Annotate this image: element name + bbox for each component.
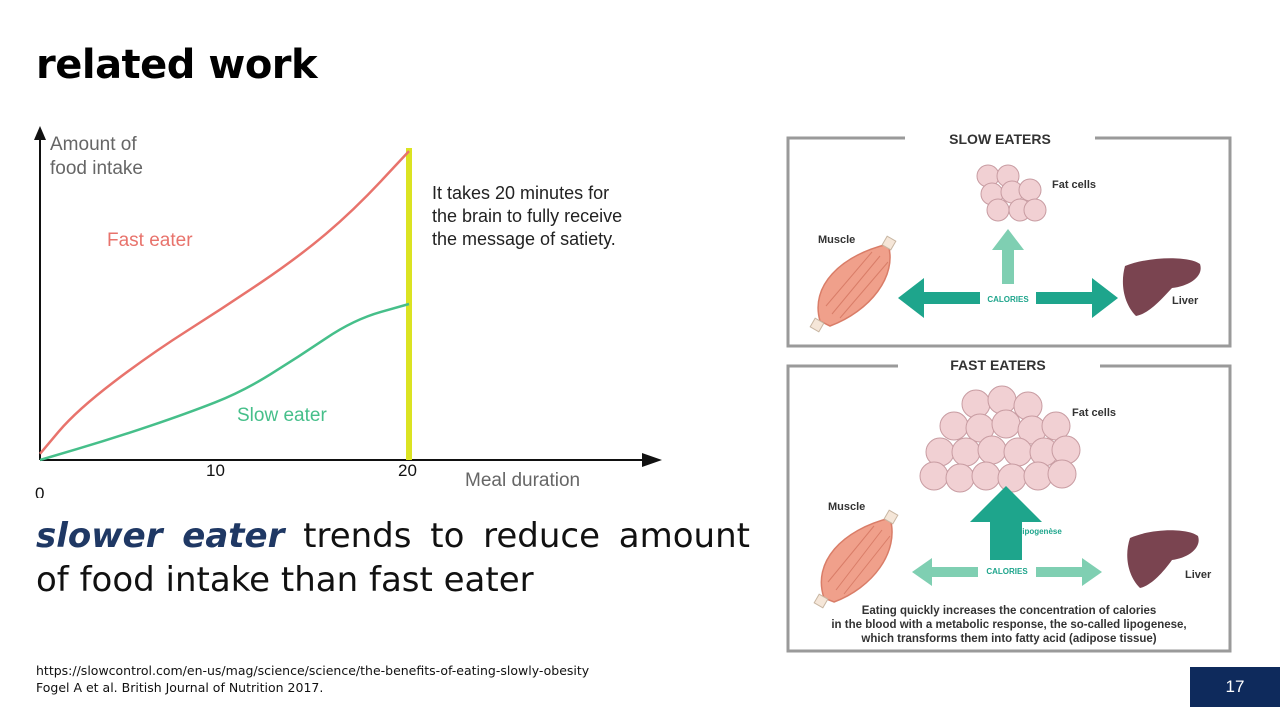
slow-eater-line <box>39 302 410 462</box>
fast-liver-label: Liver <box>1185 569 1212 581</box>
fast-eater-line <box>39 150 410 455</box>
slow-muscle-label: Muscle <box>818 234 855 246</box>
liver-icon <box>1127 530 1199 588</box>
lipogenese-label: lipogenèse <box>1020 527 1062 536</box>
satiety-annotation-line-3: the message of satiety. <box>432 229 616 249</box>
slow-liver-label: Liver <box>1172 295 1199 307</box>
satiety-annotation-line-1: It takes 20 minutes for <box>432 183 609 203</box>
x-axis-arrowhead <box>642 453 662 467</box>
slow-eater-label: Slow eater <box>237 405 327 426</box>
y-axis-label-line-2: food intake <box>50 158 143 179</box>
fast-calories-label: CALORIES <box>986 567 1028 576</box>
fast-eater-label: Fast eater <box>107 230 193 251</box>
origin-label: 0 <box>35 484 44 498</box>
x-tick-label: 20 <box>398 461 417 480</box>
fast-panel-title: FAST EATERS <box>950 357 1045 373</box>
fast-caption-line-1: Eating quickly increases the concentrati… <box>862 605 1157 617</box>
arrow-left-to-muscle-icon <box>912 558 978 586</box>
slow-fat-cells-label: Fat cells <box>1052 179 1096 191</box>
slow-panel-frame <box>786 136 1232 348</box>
reference-url: https://slowcontrol.com/en-us/mag/scienc… <box>36 663 590 678</box>
summary-text: trends to reduce amount of food intake t… <box>36 516 750 600</box>
muscle-icon <box>809 235 897 333</box>
fast-eaters-panel: FAST EATERS Fat cells Muscle Liver lipog… <box>786 357 1232 653</box>
summary-statement: slower eater trends to reduce amount of … <box>36 514 750 602</box>
reference-citation: Fogel A et al. British Journal of Nutrit… <box>36 680 324 695</box>
y-axis-label-line-1: Amount of <box>50 134 137 155</box>
arrow-up-to-fat-cells-icon <box>992 229 1024 284</box>
fast-muscle-label: Muscle <box>828 501 865 513</box>
fast-fat-cells-label: Fat cells <box>1072 407 1116 419</box>
slow-eaters-panel: SLOW EATERS Fat cells Muscle Liver CALOR… <box>786 131 1232 348</box>
arrow-right-to-liver-icon <box>1036 278 1118 318</box>
fast-panel-frame <box>786 364 1232 653</box>
fast-caption-line-3: which transforms them into fatty acid (a… <box>860 633 1156 645</box>
liver-icon <box>1122 258 1201 316</box>
slow-vs-fast-eaters-diagram: SLOW EATERS Fat cells Muscle Liver CALOR… <box>786 131 1232 653</box>
slow-panel-title: SLOW EATERS <box>949 131 1051 147</box>
satiety-annotation-line-2: the brain to fully receive <box>432 206 622 226</box>
fat-cells-large-icon <box>919 385 1081 493</box>
summary-emphasis: slower eater <box>36 516 285 556</box>
fat-cells-small-icon <box>976 164 1047 222</box>
slide-title: related work <box>36 42 318 88</box>
arrow-left-to-muscle-icon <box>898 278 980 318</box>
muscle-icon <box>813 509 899 609</box>
big-arrow-up-to-fat-cells-icon <box>970 486 1042 560</box>
arrow-right-to-liver-icon <box>1036 558 1102 586</box>
x-tick-label: 10 <box>206 461 225 480</box>
food-intake-chart: Amount of food intake Meal duration 0 10… <box>34 126 662 498</box>
fast-caption-line-2: in the blood with a metabolic response, … <box>831 619 1186 631</box>
y-axis-arrowhead <box>34 126 46 140</box>
slow-calories-label: CALORIES <box>987 295 1029 304</box>
references: https://slowcontrol.com/en-us/mag/scienc… <box>36 662 589 696</box>
page-number-badge: 17 <box>1190 667 1280 707</box>
x-axis-label: Meal duration <box>465 470 580 491</box>
